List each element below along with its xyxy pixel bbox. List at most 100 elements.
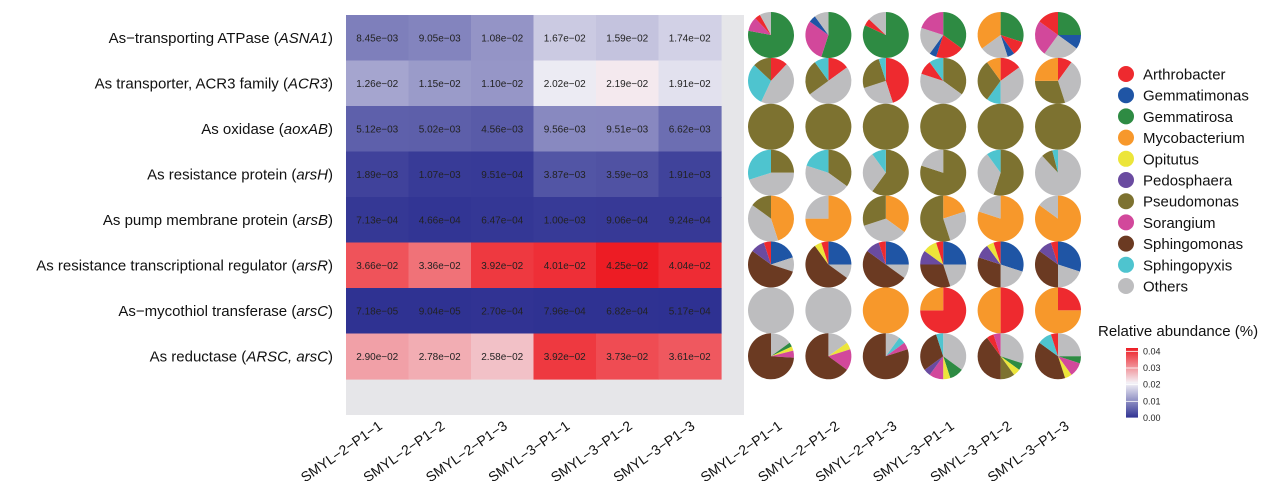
pie-slice [920, 73, 962, 104]
heatmap-cell-label: 9.51e−03 [606, 124, 648, 135]
heatmap-cell [346, 242, 410, 289]
heatmap-x-axis-labels: SMYL−2−P1−1SMYL−2−P1−2SMYL−2−P1−3SMYL−3−… [298, 417, 698, 481]
heatmap-cell [596, 60, 660, 107]
pie-slice [921, 62, 944, 81]
pie-slice [1058, 356, 1081, 364]
pie-slice [943, 356, 962, 379]
pie-slice [1000, 241, 1024, 272]
legend-label: Pedosphaera [1143, 173, 1233, 190]
pie-slice [814, 12, 829, 35]
heatmap-cell [471, 151, 535, 198]
legend-swatch [1118, 129, 1134, 146]
heatmap-cell [471, 106, 535, 153]
pie-slice [771, 57, 787, 81]
row-label-symbol: arsC [296, 303, 328, 320]
heatmap-cell [533, 242, 597, 289]
heatmap-cell-label: 2.02e−02 [544, 79, 586, 90]
pie-slice [761, 64, 794, 104]
heatmap-cell-label: 9.06e−04 [606, 215, 648, 226]
row-label-gene: As pump membrane protein ( [103, 212, 297, 229]
pie-slice [748, 149, 771, 180]
pie-slice [1034, 250, 1058, 288]
pie-slice [1058, 356, 1080, 375]
pie-slice [885, 333, 900, 357]
pie-slice [1035, 287, 1081, 334]
pie-slice [929, 356, 944, 380]
pie-slice [747, 205, 779, 242]
pie-x-axis-labels: SMYL−2−P1−1SMYL−2−P1−2SMYL−2−P1−3SMYL−3−… [697, 417, 1071, 481]
pie-slice [872, 149, 909, 196]
pie-slice [1052, 149, 1058, 173]
pie-slice [771, 350, 794, 358]
legend-label: Pseudomonas [1143, 194, 1239, 211]
heatmap-cell-label: 1.67e−02 [544, 33, 586, 44]
pie-slice [862, 59, 886, 89]
row-label-gene: As oxidase ( [201, 121, 284, 138]
pie-slice [805, 103, 852, 150]
pie-slice [805, 165, 848, 196]
row-label-gene: As reductase ( [150, 348, 247, 365]
pie-slice [1034, 21, 1058, 54]
heatmap-cell [533, 60, 597, 107]
row-label: As resistance protein (arsH) [147, 166, 333, 183]
legend-swatch [1118, 278, 1134, 294]
heatmap-cell [408, 288, 472, 335]
pie-slice [748, 287, 794, 334]
pie-slice [1035, 80, 1066, 104]
pie-slice [828, 349, 852, 370]
pie-slice [747, 333, 794, 380]
row-label-gene: As−mycothiol transferase ( [118, 303, 296, 320]
pie-slice [1035, 57, 1058, 81]
pie-slice [920, 334, 944, 370]
pie-slice [993, 149, 1024, 196]
heatmap-cell-label: 3.92e−02 [481, 261, 523, 272]
heatmap-cell [658, 288, 722, 335]
heatmap-cell-label: 1.07e−03 [419, 170, 461, 181]
pie-slice [828, 342, 851, 357]
heatmap-cell [596, 288, 660, 335]
pie-slice [869, 12, 886, 35]
pie-slice [993, 241, 1001, 265]
pie-slice [924, 242, 944, 265]
pie-slice [752, 195, 771, 219]
legend-swatch [1118, 235, 1134, 252]
row-label: As−transporting ATPase (ASNA1) [109, 30, 333, 47]
pie-slice [987, 242, 1001, 265]
heatmap-cell-label: 1.89e−03 [356, 170, 398, 181]
row-label: As resistance transcriptional regulator … [36, 257, 333, 274]
pie-slice [1050, 241, 1058, 265]
pie-grid [747, 11, 1082, 380]
pie-slice [862, 12, 909, 58]
row-label-close: ) [328, 212, 333, 229]
pie-slice [805, 21, 829, 57]
pie-slice [987, 57, 1001, 81]
pie-slice [920, 27, 944, 54]
legend-swatch [1118, 87, 1134, 104]
pie-slice [771, 149, 794, 173]
legend-label: Opitutus [1143, 151, 1199, 168]
pie-slice [748, 18, 771, 35]
pie-slice [862, 333, 909, 380]
legend-label: Gemmatimonas [1143, 88, 1249, 105]
pie-slice [1035, 149, 1082, 196]
pie-slice [1042, 150, 1058, 173]
pie-slice [763, 241, 771, 265]
pie-slice [805, 62, 829, 95]
colorbar-tick-label: 0.02 [1143, 380, 1161, 390]
heatmap-cell-label: 8.45e−03 [356, 33, 398, 44]
pie-slice [978, 245, 1001, 265]
heatmap-cell-label: 7.18e−05 [356, 306, 398, 317]
heatmap-cell-label: 7.13e−04 [356, 215, 398, 226]
pie-slice [878, 57, 886, 81]
pie-slice [1058, 333, 1081, 357]
heatmap-cell [346, 15, 410, 62]
pie-slice [828, 57, 848, 81]
pie-slice [771, 346, 794, 357]
pie-slice [863, 80, 893, 104]
heatmap-cell [658, 242, 722, 289]
row-label-gene: As resistance protein ( [147, 166, 296, 183]
pie-slice [748, 11, 795, 58]
heatmap-cell [658, 60, 722, 107]
heatmap-cell-label: 1.10e−02 [481, 79, 523, 90]
pie-slice [1000, 35, 1023, 54]
